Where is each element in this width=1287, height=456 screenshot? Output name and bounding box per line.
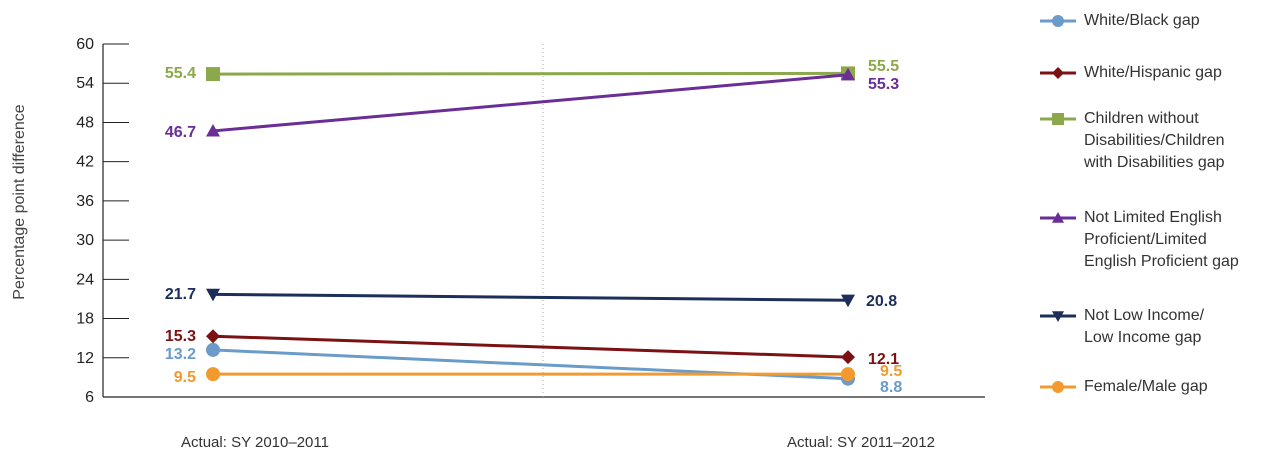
series-group: 13.2 8.8 15.3 12.1 55.4 55.5 46.7 55.3 21.7 20.8 9…: [165, 58, 902, 396]
y-axis-title: Percentage point difference: [11, 104, 28, 300]
legend-item: Not Low Income/ Low Income gap: [1040, 305, 1284, 349]
data-point: [1052, 113, 1064, 125]
x-category-label: Actual: SY 2010–2011: [181, 434, 329, 451]
data-point: [1052, 381, 1064, 393]
series-5: 21.7 20.8: [165, 286, 897, 310]
data-point: [206, 329, 220, 344]
y-tick-label: 24: [76, 271, 94, 288]
data-point: [1052, 311, 1064, 322]
data-point: [1052, 212, 1064, 223]
series-1: 13.2 8.8: [165, 342, 902, 396]
legend-label: Female/Male gap: [1084, 378, 1208, 395]
data-label: 8.8: [880, 379, 902, 396]
legend-label: White/Hispanic gap: [1084, 64, 1222, 81]
x-category-labels: Actual: SY 2010–2011 Actual: SY 2011–2012: [181, 434, 935, 451]
data-point: [1052, 15, 1064, 27]
y-tick-label: 18: [76, 311, 94, 328]
series-4: 46.7 55.3: [165, 67, 899, 141]
data-label: 15.3: [165, 328, 196, 345]
series-3: 55.4 55.5: [165, 58, 899, 82]
y-tick-label: 36: [76, 193, 94, 210]
data-point: [206, 123, 220, 137]
legend-item: White/Hispanic gap: [1040, 62, 1284, 84]
data-point: [841, 294, 855, 308]
y-tick-label: 48: [76, 114, 94, 131]
series-6: 9.5 9.5: [174, 363, 903, 386]
legend-swatch: [1040, 113, 1076, 125]
y-tick-label: 6: [85, 389, 94, 406]
data-label: 55.3: [868, 76, 899, 93]
data-point: [841, 350, 855, 365]
axes: [102, 44, 985, 398]
series-line: [212, 334, 849, 359]
legend-item: White/Black gap: [1040, 10, 1284, 32]
series-line: [212, 71, 849, 76]
legend-swatch: [1040, 15, 1076, 27]
y-ticks: 60 54 48 42 36 30 24 18 12 6: [76, 36, 129, 406]
y-tick-label: 60: [76, 36, 94, 53]
series-2: 15.3 12.1: [165, 328, 899, 368]
data-label: 9.5: [174, 369, 196, 386]
legend-swatch: [1040, 67, 1076, 79]
data-label: 46.7: [165, 124, 196, 141]
legend-label: Children without Disabilities/Children w…: [1084, 110, 1225, 171]
x-category-label: Actual: SY 2011–2012: [787, 434, 935, 451]
legend-swatch: [1040, 381, 1076, 393]
legend-label: Not Limited English Proficient/Limited E…: [1084, 209, 1239, 270]
data-label: 21.7: [165, 286, 196, 303]
data-point: [841, 367, 855, 382]
legend-label: White/Black gap: [1084, 12, 1200, 29]
y-tick-label: 12: [76, 350, 94, 367]
data-point: [206, 67, 220, 82]
legend-item: Children without Disabilities/Children w…: [1040, 108, 1284, 174]
data-point: [206, 367, 220, 382]
y-tick-label: 30: [76, 232, 94, 249]
data-point: [1052, 67, 1064, 79]
data-point: [841, 67, 855, 81]
series-line: [212, 73, 849, 133]
y-tick-label: 54: [76, 75, 94, 92]
data-point: [206, 342, 220, 357]
series-line: [212, 292, 849, 302]
data-point: [206, 288, 220, 302]
y-tick-label: 42: [76, 154, 94, 171]
legend-item: Not Limited English Proficient/Limited E…: [1040, 207, 1284, 273]
data-label: 13.2: [165, 346, 196, 363]
data-label: 55.5: [868, 58, 899, 75]
legend-label: Not Low Income/ Low Income gap: [1084, 307, 1205, 346]
data-label: 9.5: [880, 363, 902, 380]
line-chart: Percentage point difference 60 54 48 42 36 30…: [11, 36, 985, 451]
legend-item: Female/Male gap: [1040, 376, 1284, 398]
legend-swatch: [1040, 311, 1076, 322]
data-label: 12.1: [868, 351, 899, 368]
data-label: 55.4: [165, 65, 196, 82]
data-label: 20.8: [866, 293, 897, 310]
legend-swatch: [1040, 212, 1076, 223]
